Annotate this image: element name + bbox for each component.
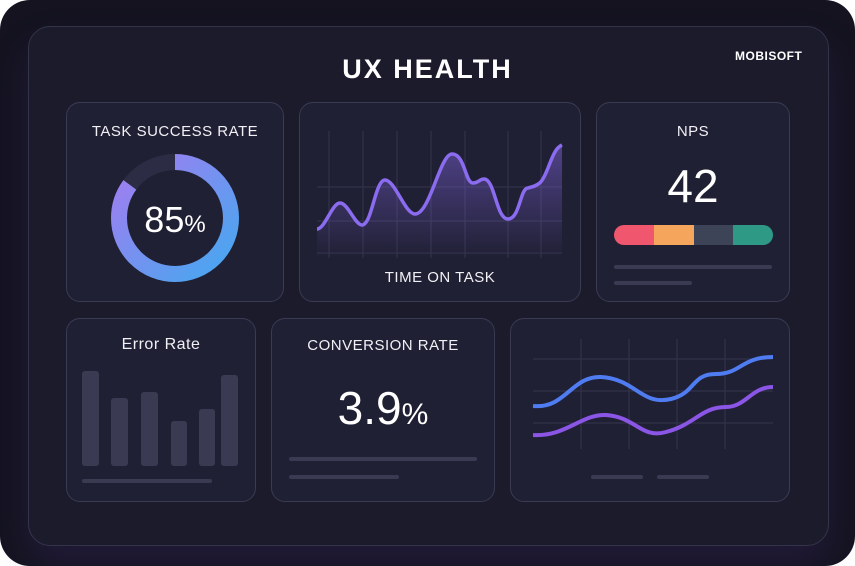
- time-on-task-chart: [316, 131, 563, 258]
- error-rate-card[interactable]: Error Rate: [66, 318, 256, 502]
- error-bar: [199, 409, 215, 466]
- nps-value: 42: [667, 160, 719, 212]
- placeholder-line: [82, 479, 212, 483]
- trend-chart: [532, 339, 774, 449]
- nps-segment: [614, 225, 654, 245]
- donut-fill: [111, 154, 239, 282]
- task-success-card[interactable]: TASK SUCCESS RATE 85%: [66, 102, 284, 302]
- placeholder-line: [591, 475, 643, 479]
- placeholder-line: [289, 457, 477, 461]
- trend-card[interactable]: [510, 318, 790, 502]
- trend-line-purple: [532, 385, 774, 438]
- conversion-label: CONVERSION RATE: [307, 337, 459, 354]
- nps-segment: [653, 225, 694, 245]
- error-bar: [82, 371, 99, 466]
- page-title: UX HEALTH: [342, 54, 513, 84]
- task-success-value: 85%: [144, 199, 206, 240]
- task-success-donut: [111, 154, 239, 282]
- placeholder-line: [614, 265, 772, 269]
- trend-line-blue: [532, 355, 774, 409]
- time-on-task-label: TIME ON TASK: [384, 269, 496, 286]
- time-area: [317, 145, 562, 258]
- nps-scale-bar: [614, 225, 773, 245]
- error-bar: [171, 421, 187, 466]
- placeholder-line: [657, 475, 709, 479]
- nps-label: NPS: [676, 123, 710, 140]
- error-bar: [111, 398, 128, 466]
- error-bar: [141, 392, 158, 466]
- error-rate-label: Error Rate: [121, 336, 201, 353]
- conversion-card[interactable]: CONVERSION RATE 3.9%: [271, 318, 495, 502]
- placeholder-line: [614, 281, 692, 285]
- brand-logo: MOBISOFT: [735, 49, 803, 63]
- task-success-label: TASK SUCCESS RATE: [91, 123, 259, 140]
- nps-segment: [733, 225, 773, 245]
- time-on-task-card[interactable]: TIME ON TASK: [299, 102, 581, 302]
- time-line: [316, 143, 563, 231]
- conversion-value: 3.9%: [337, 382, 429, 434]
- nps-segment: [693, 225, 734, 245]
- placeholder-line: [289, 475, 399, 479]
- nps-card[interactable]: NPS 42: [596, 102, 790, 302]
- error-bar: [221, 375, 238, 466]
